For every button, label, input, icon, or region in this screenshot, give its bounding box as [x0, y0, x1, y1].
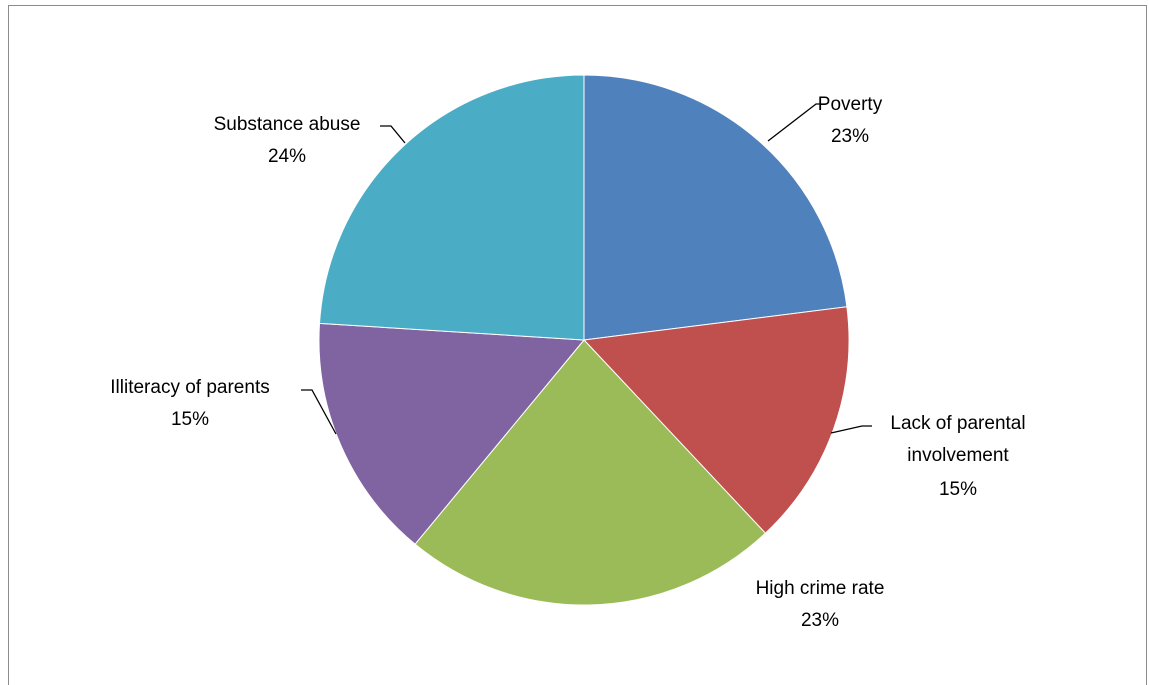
slice-percent-label: 24%	[268, 146, 306, 167]
slice-category-label: Lack of parental	[890, 413, 1025, 434]
slice-percent-label: 23%	[831, 126, 869, 147]
data-label-substance-abuse: Substance abuse 24%	[214, 114, 361, 167]
slice-percent-label: 23%	[801, 610, 839, 631]
pie-slice-poverty	[583, 74, 848, 341]
pie-slice-high-crime-rate	[414, 339, 767, 606]
data-label-illiteracy-of-parents: Illiteracy of parents 15%	[110, 377, 269, 430]
data-label-poverty: Poverty 23%	[818, 94, 883, 147]
data-label-lack-of-parental-involvement: Lack of parental involvement 15%	[890, 413, 1025, 500]
leader-line-lack-of-parental-involvement	[830, 425, 872, 434]
leader-line-substance-abuse	[380, 125, 406, 144]
pie-slice-lack-of-parental-involvement	[582, 306, 850, 534]
pie-slice-illiteracy-of-parents	[318, 322, 586, 545]
data-label-high-crime-rate: High crime rate 23%	[756, 578, 885, 631]
slice-category-label: Poverty	[818, 94, 883, 115]
pie-slice-substance-abuse	[318, 74, 585, 341]
slice-percent-label: 15%	[171, 409, 209, 430]
leader-line-poverty	[767, 103, 826, 142]
slice-category-label: involvement	[907, 445, 1009, 466]
leader-line-illiteracy-of-parents	[301, 389, 337, 435]
pie-slices	[318, 74, 850, 606]
slice-category-label: Illiteracy of parents	[110, 377, 269, 398]
slice-category-label: High crime rate	[756, 578, 885, 599]
data-labels: Poverty 23% Lack of parental involvement 15%…	[110, 94, 1025, 631]
leader-lines	[301, 103, 872, 435]
slice-percent-label: 15%	[939, 479, 977, 500]
slice-category-label: Substance abuse	[214, 114, 361, 135]
